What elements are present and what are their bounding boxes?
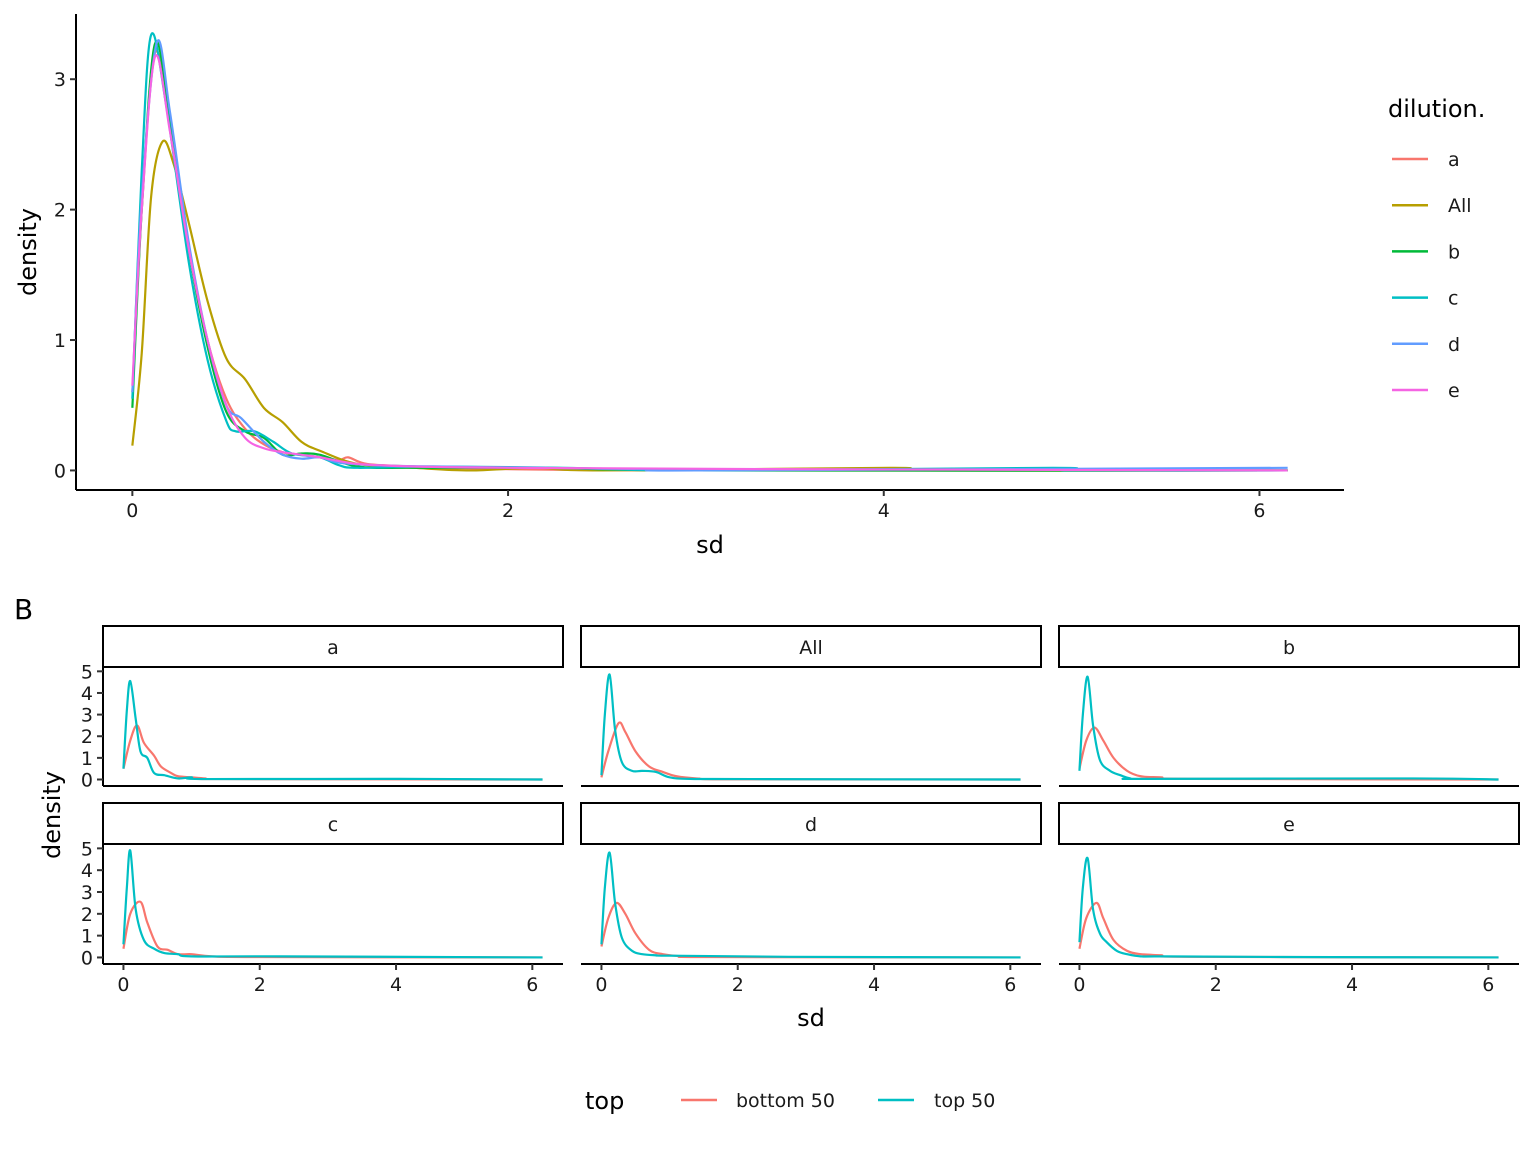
y-tick-label: 1 — [54, 330, 66, 352]
x-tick-label: 2 — [502, 500, 514, 522]
series-line-bottom-50 — [122, 724, 543, 781]
x-tick-label: 6 — [1482, 974, 1494, 996]
series-line-c — [131, 32, 1288, 472]
series-line-bottom-50 — [600, 721, 1021, 781]
facet-strip-label: b — [1283, 637, 1295, 659]
y-tick-label: 3 — [54, 69, 66, 91]
facet-strip-label: e — [1283, 814, 1295, 836]
series-line-d — [131, 39, 1288, 472]
x-tick-label: 2 — [732, 974, 744, 996]
dilution-legend: a All b c d e — [1392, 149, 1472, 402]
legend-title-top: top — [585, 1087, 624, 1115]
facet-panel-b: b — [1058, 625, 1520, 787]
facet-strip-label: c — [328, 814, 338, 836]
facet-strip-label: d — [805, 814, 817, 836]
series-line-bottom-50 — [1078, 726, 1499, 781]
y-tick-label: 2 — [81, 904, 93, 926]
facet-strip — [580, 625, 1042, 668]
y-tick-label: 5 — [81, 661, 93, 683]
y-tick-label: 0 — [81, 947, 93, 969]
series-line-top-50 — [122, 679, 543, 781]
facet-panel-All: All — [580, 625, 1042, 787]
series-line-bottom-50 — [122, 900, 543, 959]
legend-label-a: a — [1448, 149, 1460, 171]
facet-panel-e: e 0 2 4 6 — [1058, 802, 1520, 996]
y-tick-label: 0 — [54, 460, 66, 482]
top-density-plot: 0 1 2 3 0 2 4 6 — [54, 14, 1344, 522]
x-tick-label: 4 — [390, 974, 402, 996]
x-tick-label: 0 — [117, 974, 129, 996]
series-line-top-50 — [600, 851, 1021, 959]
panel-tag-b: B — [14, 593, 33, 626]
facet-strip-label: All — [799, 637, 823, 659]
y-tick-label: 0 — [81, 770, 93, 792]
series-line-bottom-50 — [600, 901, 1021, 959]
facet-strip — [102, 802, 564, 845]
series-line-top-50 — [1078, 675, 1499, 781]
facet-y-axis-title: density — [38, 771, 66, 859]
series-line-All — [131, 139, 1288, 472]
top-x-axis-title: sd — [696, 531, 724, 559]
top-y-axis-title: density — [14, 208, 42, 296]
x-tick-label: 0 — [595, 974, 607, 996]
legend-label-All: All — [1448, 195, 1472, 217]
facet-strip — [580, 802, 1042, 845]
x-tick-label: 4 — [1346, 974, 1358, 996]
y-tick-label: 2 — [54, 200, 66, 222]
facet-panel-d: d 0 2 4 6 — [580, 802, 1042, 996]
facet-strip — [1058, 802, 1520, 845]
x-tick-label: 0 — [126, 500, 138, 522]
series-line-e — [131, 54, 1288, 472]
y-tick-label: 1 — [81, 748, 93, 770]
x-tick-label: 0 — [1073, 974, 1085, 996]
y-tick-label: 1 — [81, 926, 93, 948]
x-tick-label: 4 — [868, 974, 880, 996]
facet-strip-label: a — [327, 637, 339, 659]
legend-label-d: d — [1448, 334, 1460, 356]
series-line-top-50 — [122, 849, 543, 959]
series-line-top-50 — [600, 673, 1021, 781]
series-line-a — [131, 49, 1288, 472]
series-line-bottom-50 — [1078, 901, 1499, 959]
x-tick-label: 4 — [878, 500, 890, 522]
series-line-top-50 — [1078, 856, 1499, 959]
y-tick-label: 3 — [81, 882, 93, 904]
x-tick-label: 6 — [526, 974, 538, 996]
x-tick-label: 2 — [1210, 974, 1222, 996]
x-tick-label: 6 — [1253, 500, 1265, 522]
y-tick-label: 2 — [81, 726, 93, 748]
facet-strip — [102, 625, 564, 668]
y-tick-label: 4 — [81, 860, 93, 882]
legend-label-e: e — [1448, 380, 1460, 402]
legend-title-dilution: dilution. — [1388, 95, 1485, 123]
y-tick-label: 5 — [81, 838, 93, 860]
y-tick-label: 3 — [81, 705, 93, 727]
legend-label-b: b — [1448, 241, 1460, 263]
legend-label-c: c — [1448, 288, 1458, 310]
facet-x-axis-title: sd — [797, 1004, 825, 1032]
series-line-b — [131, 40, 1288, 472]
legend-label-bottom-50: bottom 50 — [736, 1090, 835, 1112]
facet-strip — [1058, 625, 1520, 668]
legend-label-top-50: top 50 — [934, 1090, 995, 1112]
x-tick-label: 2 — [254, 974, 266, 996]
y-tick-label: 4 — [81, 683, 93, 705]
x-tick-label: 6 — [1004, 974, 1016, 996]
